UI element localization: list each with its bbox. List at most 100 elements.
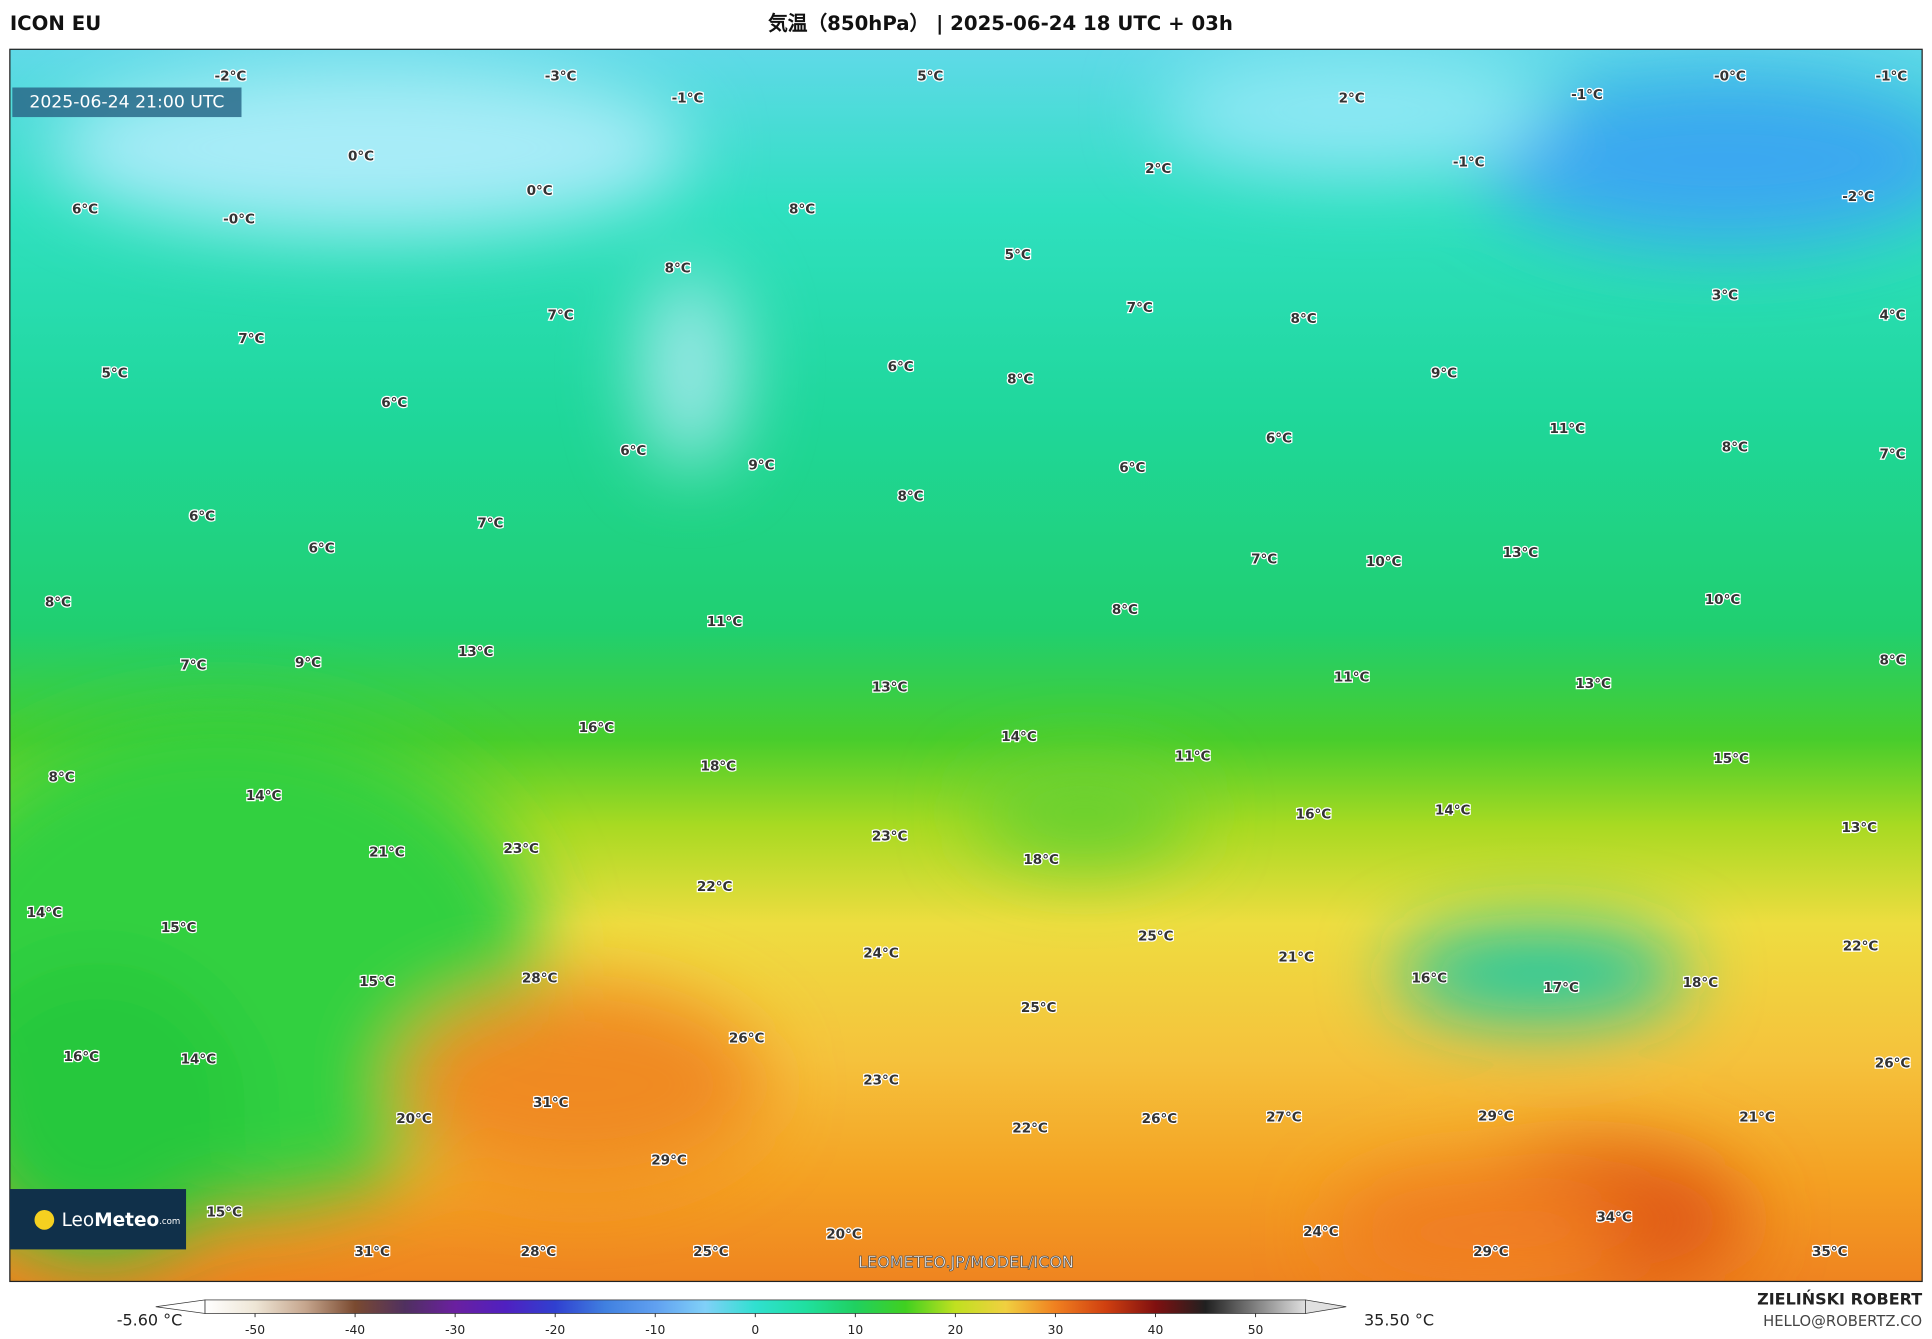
temperature-label: 26°C	[729, 1031, 765, 1047]
temperature-label: 13°C	[1503, 545, 1539, 561]
temperature-label: 17°C	[1543, 980, 1579, 996]
temperature-label: -1°C	[1571, 87, 1603, 103]
temperature-label: 7°C	[238, 331, 264, 347]
temperature-label: 8°C	[1879, 652, 1905, 668]
temperature-label: 8°C	[665, 261, 691, 277]
temperature-label: 7°C	[548, 307, 574, 323]
temperature-label: 25°C	[1138, 928, 1174, 944]
temperature-label: 11°C	[1334, 670, 1370, 686]
temperature-label: 28°C	[521, 1244, 557, 1260]
temperature-label: 13°C	[1575, 676, 1611, 692]
temperature-label: 22°C	[1843, 938, 1879, 954]
temperature-label: 7°C	[180, 657, 206, 673]
temperature-label: 21°C	[369, 845, 405, 861]
temperature-label: 14°C	[27, 905, 63, 921]
temperature-label: 11°C	[707, 614, 743, 630]
temperature-label: 24°C	[1303, 1224, 1339, 1240]
temperature-label: 23°C	[863, 1073, 899, 1089]
temperature-label: 18°C	[1023, 852, 1059, 868]
temperature-label: 6°C	[72, 201, 98, 217]
temperature-label: 29°C	[1473, 1244, 1509, 1260]
temperature-label: 6°C	[888, 359, 914, 375]
temperature-label: 9°C	[748, 458, 774, 474]
temperature-label: 22°C	[1012, 1121, 1048, 1137]
temperature-label: 8°C	[897, 489, 923, 505]
temperature-label: 14°C	[246, 788, 282, 804]
temperature-label: 11°C	[1175, 749, 1211, 765]
colorbar-tick-label: 0	[751, 1323, 759, 1337]
temperature-label: 6°C	[1266, 431, 1292, 447]
colorbar-tick-label: 30	[1048, 1323, 1064, 1337]
temperature-label: 28°C	[522, 970, 558, 986]
temperature-field	[9, 49, 1923, 1282]
temperature-labels: -2°C -3°C -1°C 5°C 2°C -1°C -0°C -1°C 0°C 0°C 2°C -…	[25, 67, 1911, 1261]
temperature-label: 3°C	[1712, 288, 1738, 304]
time-badge	[12, 87, 242, 118]
temperature-label: 13°C	[872, 680, 908, 696]
temperature-label: 27°C	[1266, 1110, 1302, 1126]
temperature-label: 35°C	[1812, 1244, 1848, 1260]
temperature-label: 22°C	[697, 879, 733, 895]
temperature-label: 25°C	[693, 1244, 729, 1260]
temperature-label: 14°C	[1001, 729, 1037, 745]
temperature-label: -3°C	[545, 68, 577, 84]
temperature-label: 6°C	[309, 540, 335, 556]
temperature-label: 13°C	[458, 644, 494, 660]
colorbar-min: -5.60 °C	[117, 1310, 183, 1329]
temperature-label: -1°C	[1875, 68, 1907, 84]
temperature-label: -2°C	[215, 68, 247, 84]
temperature-label: 9°C	[1431, 365, 1457, 381]
chart-title: 気温（850hPa） | 2025-06-24 18 UTC + 03h	[768, 12, 1233, 35]
temperature-label: 23°C	[503, 841, 539, 857]
temperature-label: 31°C	[354, 1244, 390, 1260]
temperature-label: 18°C	[701, 758, 737, 774]
temperature-label: 23°C	[872, 829, 908, 845]
colorbar-tick-label: -10	[645, 1323, 665, 1337]
temperature-label: -1°C	[672, 91, 704, 107]
temperature-label: 2°C	[1145, 161, 1171, 177]
colorbar-tick-label: 40	[1148, 1323, 1164, 1337]
temperature-label: 26°C	[1142, 1111, 1178, 1127]
temperature-label: 15°C	[161, 920, 197, 936]
temperature-label: 26°C	[1875, 1055, 1911, 1071]
temperature-label: 9°C	[295, 655, 321, 671]
temperature-label: 21°C	[1278, 949, 1314, 965]
temperature-label: 18°C	[1683, 975, 1719, 991]
temperature-label: 15°C	[1713, 751, 1749, 767]
colorbar-tick-label: 50	[1248, 1323, 1264, 1337]
temperature-label: 16°C	[1296, 806, 1332, 822]
logo: LeoMeteo.com	[62, 1210, 181, 1231]
temperature-label: 7°C	[1127, 300, 1153, 316]
temperature-label: -1°C	[1453, 155, 1485, 171]
colorbar-tick-label: 20	[948, 1323, 964, 1337]
temperature-label: 11°C	[1549, 421, 1585, 437]
temperature-label: 16°C	[1411, 970, 1447, 986]
temperature-label: 0°C	[527, 183, 553, 199]
author: ZIELIŃSKI ROBERT	[1757, 1289, 1922, 1308]
temperature-label: 16°C	[64, 1049, 100, 1065]
temperature-label: 6°C	[381, 395, 407, 411]
model-name: ICON EU	[10, 12, 101, 35]
logo-text: Meteo	[94, 1210, 159, 1231]
colorbar-tick-label: -50	[245, 1323, 265, 1337]
colorbar-max: 35.50 °C	[1364, 1310, 1434, 1329]
temperature-label: 6°C	[1119, 460, 1145, 476]
temperature-label: 20°C	[826, 1227, 862, 1243]
temperature-label: 5°C	[102, 365, 128, 381]
temperature-label: -0°C	[1714, 68, 1746, 84]
temperature-label: 7°C	[477, 516, 503, 532]
temperature-label: 16°C	[579, 720, 615, 736]
colorbar-tick-label: -30	[445, 1323, 465, 1337]
valid-time: 2025-06-24 21:00 UTC	[29, 92, 224, 112]
temperature-label: 24°C	[863, 946, 899, 962]
colorbar-tick-label: -20	[545, 1323, 565, 1337]
temperature-label: 8°C	[1112, 602, 1138, 618]
temperature-label: 8°C	[45, 595, 71, 611]
map-frame	[9, 48, 1923, 1283]
temperature-label: -0°C	[223, 211, 255, 227]
temperature-label: 14°C	[1435, 803, 1471, 819]
temperature-label: 13°C	[1842, 820, 1878, 836]
colorbar: -50 -40 -30 -20 -10 0 10 20 30 40 50	[155, 1299, 1347, 1337]
